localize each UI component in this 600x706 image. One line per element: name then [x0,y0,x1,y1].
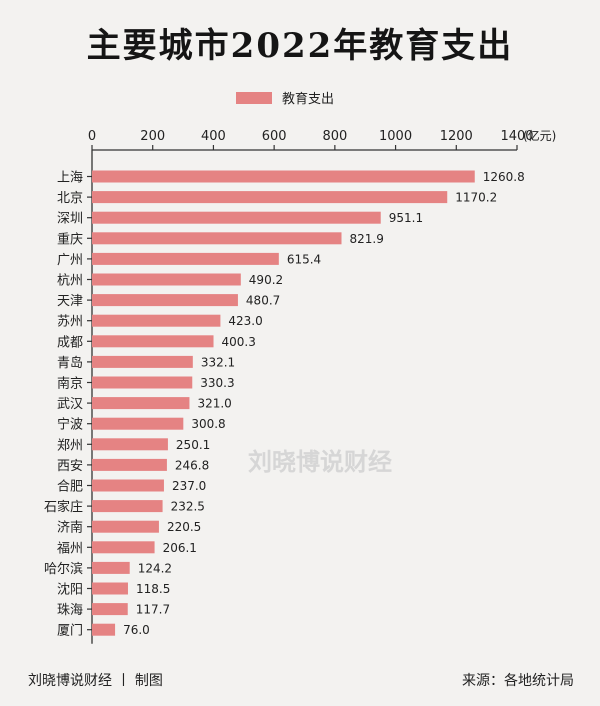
bar [92,191,448,204]
bar [92,397,190,410]
bar [92,294,238,307]
bar [92,335,214,348]
bar-value-label: 1260.8 [483,170,525,184]
bar-value-label: 232.5 [171,500,205,514]
bar-value-label: 1170.2 [455,191,497,205]
x-tick-label: 0 [88,129,96,144]
category-label: 上海 [57,171,83,186]
category-label: 西安 [57,459,83,474]
category-label: 珠海 [57,603,83,618]
bar [92,170,475,183]
bar-value-label: 321.0 [197,397,231,411]
bar-value-label: 951.1 [389,211,423,225]
category-label: 苏州 [57,314,83,330]
category-label: 武汉 [57,397,83,412]
bar [92,603,128,616]
bar-value-label: 118.5 [136,582,170,596]
category-label: 厦门 [57,624,83,639]
category-label: 杭州 [57,274,83,289]
footer-credit: 刘晓博说财经 丨 制图 [28,673,163,689]
bar [92,417,184,430]
bar-value-label: 330.3 [200,376,234,390]
category-label: 福州 [57,541,83,556]
category-label: 宁波 [57,417,83,433]
category-label: 广州 [57,253,83,268]
category-label: 济南 [57,520,83,536]
legend-swatch [236,92,272,104]
bar-value-label: 237.0 [172,479,206,493]
bar [92,355,193,368]
bar [92,582,128,595]
category-label: 石家庄 [44,499,83,515]
bar-value-label: 250.1 [176,438,210,452]
bar [92,273,241,286]
bar-value-label: 480.7 [246,294,280,308]
bar [92,252,279,265]
category-label: 郑州 [57,438,83,453]
bar-value-label: 124.2 [138,561,172,575]
bar-value-label: 615.4 [287,252,321,266]
x-tick-label: 1200 [440,129,473,144]
bar-value-label: 300.8 [191,417,225,431]
bar [92,458,167,471]
bar-value-label: 821.9 [350,232,384,246]
bar [92,541,155,554]
bar [92,623,116,636]
bar-value-label: 490.2 [249,273,283,287]
bar-value-label: 400.3 [222,335,256,349]
category-label: 哈尔滨 [44,561,83,577]
bar-value-label: 117.7 [136,603,170,617]
legend-label: 教育支出 [282,91,334,107]
category-label: 合肥 [57,480,83,495]
category-label: 天津 [57,294,83,309]
bar [92,561,130,574]
category-label: 南京 [57,376,83,392]
x-tick-label: 1400 [500,129,533,144]
bar [92,500,163,513]
watermark-text: 刘晓博说财经 [248,448,392,476]
x-axis-unit: (亿元) [523,128,556,143]
category-label: 成都 [57,335,83,350]
category-label: 北京 [57,191,83,206]
bar-value-label: 220.5 [167,520,201,534]
bar [92,314,221,327]
footer-source: 来源：各地统计局 [462,673,574,689]
category-label: 重庆 [57,231,83,247]
category-label: 青岛 [57,355,83,371]
x-tick-label: 600 [262,129,287,144]
x-tick-label: 400 [201,129,226,144]
category-label: 沈阳 [57,583,83,598]
bar-value-label: 76.0 [123,623,150,637]
bar [92,438,168,451]
category-label: 深圳 [57,212,83,227]
chart-title: 主要城市2022年教育支出 [86,26,514,66]
bar [92,232,342,245]
bar [92,479,164,492]
x-tick-label: 1000 [379,129,412,144]
bar-value-label: 246.8 [175,458,209,472]
bar-value-label: 206.1 [163,541,197,555]
bar [92,211,381,224]
x-tick-label: 200 [140,129,165,144]
bar [92,520,159,533]
bar-value-label: 332.1 [201,355,235,369]
x-tick-label: 800 [322,129,347,144]
bar [92,376,193,389]
bar-value-label: 423.0 [228,314,262,328]
